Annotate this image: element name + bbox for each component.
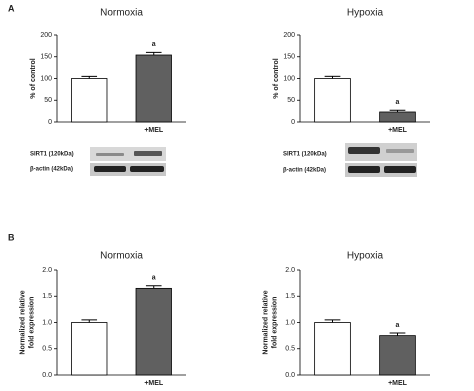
y-tick-label: 100 [40, 75, 52, 82]
blot-image [345, 143, 417, 177]
y-axis-label: fold expression [271, 297, 278, 349]
blot-label: β-actin (42kDa) [283, 168, 326, 174]
y-tick-label: 2.0 [42, 267, 52, 274]
y-tick-label: 1.0 [285, 319, 295, 326]
y-axis-label: fold expression [28, 297, 35, 349]
y-tick-label: 100 [283, 75, 295, 82]
chart-title: Hypoxia [347, 8, 384, 19]
panel-label: A [8, 3, 15, 13]
bar [379, 335, 416, 376]
blot-label: SIRT1 (120kDa) [283, 152, 327, 158]
bar [135, 54, 172, 123]
y-tick-label: 1.0 [42, 319, 52, 326]
y-tick-label: 0.5 [42, 346, 52, 353]
chart-title: Normoxia [100, 251, 143, 262]
y-tick-label: 200 [283, 32, 295, 39]
x-tick-label: +MEL [144, 380, 164, 387]
y-tick-label: 2.0 [285, 267, 295, 274]
y-tick-label: 0.5 [285, 346, 295, 353]
blot-label: SIRT1 (120kDa) [30, 152, 74, 158]
annotation: a [396, 322, 400, 329]
y-tick-label: 1.5 [42, 293, 52, 300]
y-tick-label: 50 [44, 97, 52, 104]
bar [135, 287, 172, 376]
bar [314, 78, 351, 123]
y-tick-label: 0 [48, 119, 52, 126]
annotation: a [396, 99, 400, 106]
bar [71, 78, 108, 123]
annotation: a [152, 41, 156, 48]
y-axis-label: Normalized relative [262, 290, 269, 354]
panel-label: B [8, 232, 15, 242]
blot-image [90, 147, 166, 176]
y-tick-label: 200 [40, 32, 52, 39]
x-tick-label: +MEL [144, 127, 164, 134]
y-tick-label: 150 [40, 54, 52, 61]
y-axis-label: Normalized relative [19, 290, 26, 354]
chart-title: Hypoxia [347, 251, 384, 262]
y-tick-label: 0 [291, 119, 295, 126]
chart-title: Normoxia [100, 8, 143, 19]
x-tick-label: +MEL [388, 380, 408, 387]
y-axis-label: % of control [30, 58, 37, 98]
y-axis-label: % of control [273, 58, 280, 98]
x-tick-label: +MEL [388, 127, 408, 134]
y-tick-label: 0.0 [42, 372, 52, 379]
bar [314, 322, 351, 376]
y-tick-label: 50 [287, 97, 295, 104]
y-tick-label: 0.0 [285, 372, 295, 379]
annotation: a [152, 275, 156, 282]
bar [71, 322, 108, 376]
bar [379, 111, 416, 123]
blot-label: β-actin (42kDa) [30, 167, 73, 173]
y-tick-label: 150 [283, 54, 295, 61]
y-tick-label: 1.5 [285, 293, 295, 300]
